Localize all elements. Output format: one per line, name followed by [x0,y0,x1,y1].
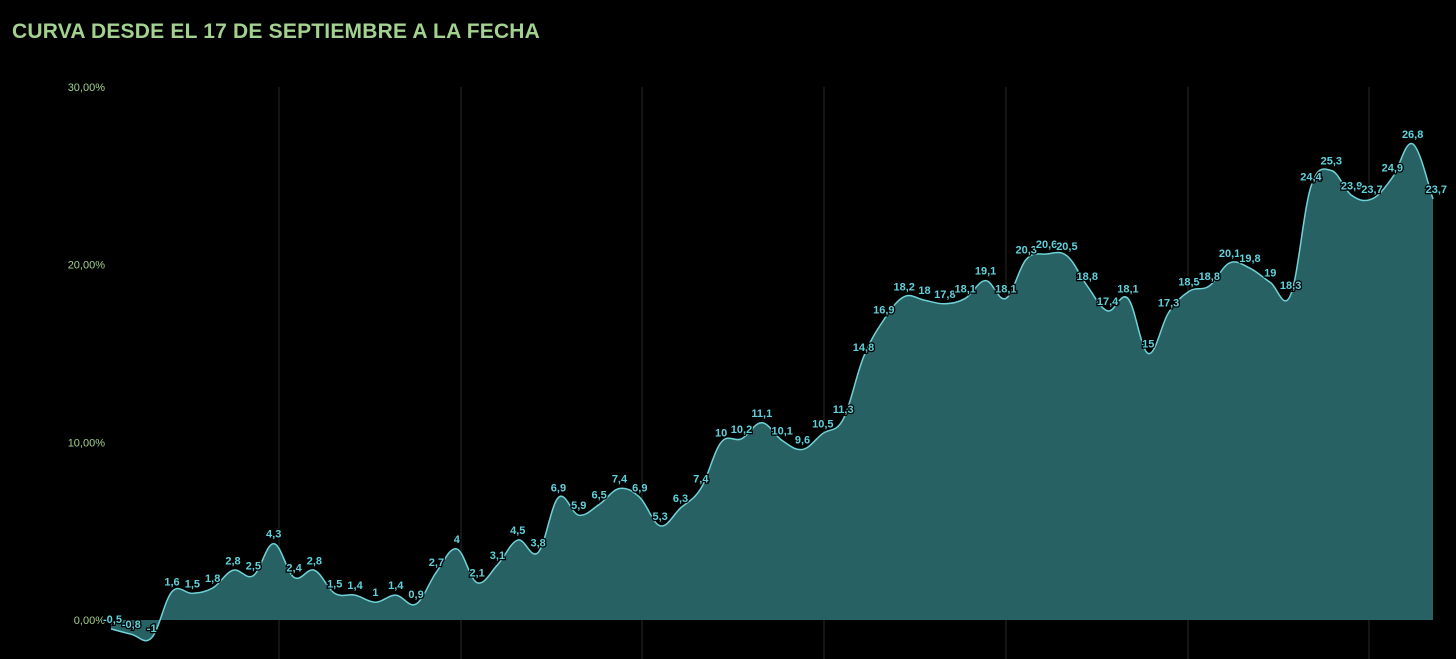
data-label: 2,1 [469,568,484,580]
data-label: 4,3 [266,529,281,541]
y-tick-label: 10,00% [68,437,106,449]
data-label: 14,8 [853,342,874,354]
data-label: 1,4 [388,580,404,592]
data-label: 23,9 [1341,180,1362,192]
data-label: 18,8 [1199,271,1220,283]
data-label: 18,3 [1280,280,1301,292]
data-label: 1,4 [347,580,363,592]
data-label: 19,1 [975,266,996,278]
data-label: 5,9 [571,500,586,512]
chart-title: CURVA DESDE EL 17 DE SEPTIEMBRE A LA FEC… [12,20,541,43]
data-label: 10,2 [731,424,752,436]
data-label: 3,1 [490,550,505,562]
data-label: 19 [1264,267,1276,279]
data-label: 26,8 [1402,129,1423,141]
data-label: 6,9 [551,482,566,494]
data-label: 23,7 [1426,184,1447,196]
data-label: 17,3 [1158,298,1179,310]
data-label: 11,1 [751,408,772,420]
data-label: 10 [715,427,727,439]
data-label: 9,6 [795,434,810,446]
data-label: 3,8 [530,537,545,549]
data-label: 20,5 [1056,241,1077,253]
data-label: 1,5 [327,578,342,590]
data-label: 20,3 [1016,244,1037,256]
data-label: 2,4 [286,562,302,574]
data-label: 18 [918,285,930,297]
data-label: 18,1 [995,283,1016,295]
data-label: 5,3 [652,511,667,523]
data-label: 18,1 [1117,283,1138,295]
y-tick-label: 30,00% [68,82,106,94]
data-label: 2,7 [429,557,444,569]
data-label: -0,8 [122,619,141,631]
data-label: -0,5 [103,614,122,626]
data-label: 20,1 [1219,248,1240,260]
data-label: 1,6 [164,577,179,589]
data-label: 2,5 [246,561,261,573]
data-label: 1,5 [185,578,200,590]
data-label: 23,7 [1361,184,1382,196]
data-label: 17,8 [934,289,955,301]
data-labels: -0,5 -0,8 -1 1,6 1,5 1,8 2,8 2,5 4,3 2,4 2,8 1,5 1,4… [102,128,1449,636]
data-label: 10,5 [812,418,833,430]
data-label: 7,4 [612,474,628,486]
y-tick-label: 0,00% [74,615,105,627]
data-label: 6,5 [591,490,606,502]
data-label: 2,8 [225,555,240,567]
data-label: 18,5 [1178,276,1199,288]
y-tick-label: 20,00% [68,260,106,272]
data-label: 1 [372,587,378,599]
data-label: 4 [454,534,461,546]
series-line [110,143,1434,642]
data-label: 19,8 [1239,253,1260,265]
data-label: 15 [1142,339,1154,351]
data-label: 11,3 [833,404,854,416]
data-label: 0,9 [408,589,423,601]
data-label: -1 [147,623,157,635]
data-label: 18,2 [893,282,914,294]
data-label: 17,4 [1097,296,1119,308]
data-label: 2,8 [307,555,322,567]
data-label: 18,1 [955,283,976,295]
data-label: 24,4 [1300,171,1322,183]
data-label: 24,9 [1382,163,1403,175]
data-label: 25,3 [1321,156,1342,168]
data-label: 6,3 [673,493,688,505]
data-label: 18,8 [1077,271,1098,283]
data-label: 4,5 [510,525,525,537]
data-label: 20,6 [1036,239,1057,251]
data-label: 16,9 [873,305,894,317]
data-label: 10,1 [771,426,792,438]
data-label: 7,4 [693,474,709,486]
series-area [111,143,1433,641]
data-label: 1,8 [205,573,220,585]
data-label: 6,9 [632,482,647,494]
y-axis: 0,00% 10,00% 20,00% 30,00% [68,82,106,627]
